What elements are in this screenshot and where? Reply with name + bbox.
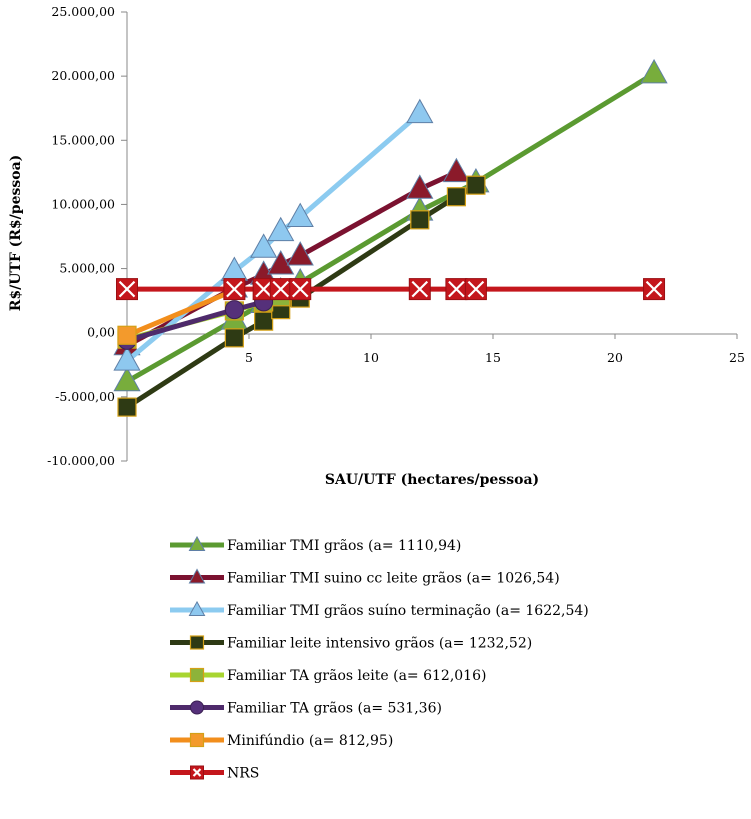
data-point <box>117 325 137 345</box>
data-point <box>267 216 295 242</box>
x-tick-label: 25 <box>729 350 745 365</box>
legend-entry: Familiar TMI grãos (a= 1110,94) <box>170 535 461 554</box>
data-point <box>113 366 141 392</box>
data-point <box>189 635 205 650</box>
data-point <box>250 233 278 258</box>
y-tick-label: 25.000,00 <box>51 4 115 19</box>
data-point <box>406 98 434 124</box>
y-tick-label: 20.000,00 <box>51 68 115 83</box>
legend-entry: Minifúndio (a= 812,95) <box>170 732 393 749</box>
data-point <box>445 278 468 301</box>
data-point <box>224 328 244 348</box>
data-point <box>188 600 206 616</box>
y-axis-title: R$/UTF (R$/pessoa) <box>8 155 24 312</box>
data-point <box>223 278 246 301</box>
data-point <box>267 250 295 275</box>
legend-label: Familiar TMI suino cc leite grãos (a= 10… <box>227 571 560 587</box>
legend-entry: Familiar TMI grãos suíno terminação (a= … <box>170 600 589 619</box>
data-point <box>113 346 141 371</box>
data-point <box>466 175 486 195</box>
data-point <box>188 535 206 551</box>
data-point <box>442 157 471 183</box>
data-point <box>189 667 205 683</box>
y-tick-label: -5.000,00 <box>55 389 115 404</box>
legend-label: NRS <box>227 766 259 782</box>
data-point <box>408 278 431 301</box>
data-point <box>188 568 206 584</box>
data-point <box>189 732 205 748</box>
legend-entry: NRS <box>170 765 259 782</box>
legend-entry: Familiar TA grãos (a= 531,36) <box>170 700 442 717</box>
legend-label: Familiar TMI grãos (a= 1110,94) <box>227 538 461 554</box>
data-point <box>410 210 430 230</box>
y-axis: 25.000,00 20.000,00 15.000,00 10.000,00 5.00… <box>47 4 128 468</box>
x-tick-label: 15 <box>485 350 501 365</box>
y-tick-label: 5.000,00 <box>59 261 115 276</box>
legend-label: Familiar TA grãos (a= 531,36) <box>227 701 442 717</box>
legend-label: Minifúndio (a= 812,95) <box>227 733 393 749</box>
x-tick-label: 10 <box>363 350 379 365</box>
data-point <box>269 278 292 301</box>
legend-entry: Familiar TMI suino cc leite grãos (a= 10… <box>170 568 560 587</box>
data-point <box>446 187 466 207</box>
series-line <box>126 288 236 338</box>
y-tick-label: 15.000,00 <box>51 132 115 147</box>
data-point <box>117 397 137 417</box>
data-point <box>286 202 314 227</box>
series-line <box>125 71 656 384</box>
data-point <box>406 174 434 199</box>
legend-label: Familiar leite intensivo grãos (a= 1232,… <box>227 636 532 652</box>
data-point <box>254 311 274 331</box>
data-point <box>252 278 275 301</box>
data-point <box>464 278 487 301</box>
data-point <box>289 278 312 301</box>
data-point <box>190 700 204 715</box>
series <box>116 278 666 301</box>
data-point <box>116 278 138 301</box>
plot-area <box>113 58 668 417</box>
legend: Familiar TMI grãos (a= 1110,94) Familiar … <box>170 535 589 782</box>
legend-label: Familiar TA grãos leite (a= 612,016) <box>227 668 486 684</box>
y-tick-label: -10.000,00 <box>47 453 115 468</box>
x-tick-label: 20 <box>607 350 623 365</box>
y-tick-label: 0,00 <box>87 325 115 340</box>
data-point <box>224 300 244 320</box>
legend-entry: Familiar TA grãos leite (a= 612,016) <box>170 667 486 684</box>
data-point <box>643 278 666 301</box>
y-tick-label: 10.000,00 <box>51 196 115 211</box>
data-point <box>640 58 668 84</box>
legend-entry: Familiar leite intensivo grãos (a= 1232,… <box>170 635 532 652</box>
series <box>113 98 434 371</box>
series <box>113 58 668 392</box>
x-tick-label: 5 <box>245 350 253 365</box>
data-point <box>286 241 314 266</box>
x-axis-title: SAU/UTF (hectares/pessoa) <box>325 472 539 488</box>
legend-label: Familiar TMI grãos suíno terminação (a= … <box>227 603 589 619</box>
data-point <box>190 765 204 780</box>
